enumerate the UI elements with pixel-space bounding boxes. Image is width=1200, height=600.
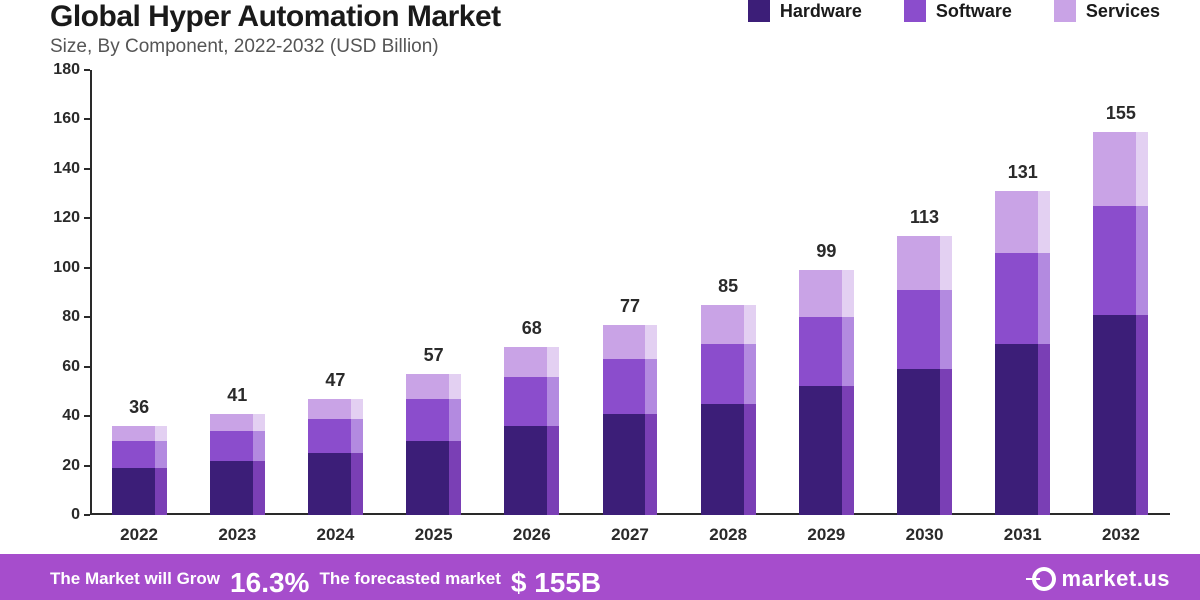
bar-segment	[504, 347, 559, 377]
bar-total-label: 131	[993, 162, 1053, 183]
bar-segment	[995, 344, 1050, 515]
y-tick-label: 0	[40, 506, 80, 524]
y-tick-label: 20	[40, 457, 80, 475]
bar-segment	[406, 441, 461, 515]
x-tick-label: 2023	[197, 525, 277, 545]
bar-segment	[112, 426, 167, 441]
bar-total-label: 47	[305, 370, 365, 391]
bar-segment	[1093, 206, 1148, 315]
bar-segment	[799, 270, 854, 317]
legend-item: Hardware	[748, 0, 862, 22]
bar-total-label: 41	[207, 385, 267, 406]
legend: Hardware Software Services	[748, 0, 1160, 22]
y-tick-label: 80	[40, 308, 80, 326]
x-tick-label: 2031	[983, 525, 1063, 545]
bar-segment	[897, 236, 952, 290]
bar-segment	[1093, 315, 1148, 515]
bar-segment	[603, 414, 658, 515]
legend-swatch	[904, 0, 926, 22]
y-tick-label: 40	[40, 407, 80, 425]
x-tick-label: 2028	[688, 525, 768, 545]
bar-segment	[112, 468, 167, 515]
bar-segment	[1093, 132, 1148, 206]
legend-item: Services	[1054, 0, 1160, 22]
bar-segment	[406, 399, 461, 441]
y-tick-label: 60	[40, 358, 80, 376]
bar-segment	[701, 404, 756, 515]
x-tick-label: 2030	[885, 525, 965, 545]
legend-swatch	[748, 0, 770, 22]
bar-segment	[701, 305, 756, 345]
footer-value: $ 155B	[511, 569, 601, 597]
bar-segment	[504, 426, 559, 515]
y-tick-label: 160	[40, 110, 80, 128]
y-tick-label: 140	[40, 160, 80, 178]
bar-segment	[603, 359, 658, 413]
brand-logo: market.us	[1032, 566, 1170, 592]
legend-label: Hardware	[780, 1, 862, 22]
bars: 3620224120234720245720256820267720278520…	[90, 70, 1170, 515]
bar-segment	[603, 325, 658, 360]
x-tick-label: 2026	[492, 525, 572, 545]
y-tick-label: 120	[40, 209, 80, 227]
bar-total-label: 99	[796, 241, 856, 262]
chart-title: Global Hyper Automation Market	[50, 0, 501, 34]
bar-segment	[799, 317, 854, 386]
bar-segment	[308, 453, 363, 515]
x-tick-label: 2025	[394, 525, 474, 545]
bar-segment	[308, 419, 363, 454]
bar-total-label: 85	[698, 276, 758, 297]
brand-name: market.us	[1062, 566, 1170, 592]
bar-total-label: 113	[895, 207, 955, 228]
x-tick-label: 2024	[295, 525, 375, 545]
footer-text-1: The Market will Grow	[50, 569, 220, 589]
y-tick-label: 100	[40, 259, 80, 277]
bar-total-label: 57	[404, 345, 464, 366]
bar-total-label: 68	[502, 318, 562, 339]
bar-total-label: 36	[109, 397, 169, 418]
bar-segment	[995, 253, 1050, 344]
bar-segment	[112, 441, 167, 468]
bar-total-label: 155	[1091, 103, 1151, 124]
bar-segment	[995, 191, 1050, 253]
legend-label: Services	[1086, 1, 1160, 22]
footer-cagr: 16.3%	[230, 569, 309, 597]
x-tick-label: 2032	[1081, 525, 1161, 545]
bar-segment	[210, 414, 265, 431]
legend-item: Software	[904, 0, 1012, 22]
bar-segment	[897, 290, 952, 369]
x-tick-label: 2029	[786, 525, 866, 545]
bar-segment	[799, 386, 854, 515]
bar-segment	[504, 377, 559, 426]
y-tick-label: 180	[40, 61, 80, 79]
footer-text-2: The forecasted market	[319, 569, 500, 589]
bar-segment	[210, 431, 265, 461]
chart-subtitle: Size, By Component, 2022-2032 (USD Billi…	[50, 36, 501, 58]
bar-total-label: 77	[600, 296, 660, 317]
bar-segment	[897, 369, 952, 515]
x-tick-label: 2022	[99, 525, 179, 545]
plot-area: 020406080100120140160180 362022412023472…	[90, 70, 1170, 515]
bar-segment	[210, 461, 265, 515]
chart-container: Global Hyper Automation Market Size, By …	[0, 0, 1200, 600]
brand-logo-icon	[1032, 567, 1056, 591]
footer: The Market will Grow 16.3% The forecaste…	[0, 558, 1200, 600]
title-area: Global Hyper Automation Market Size, By …	[50, 0, 501, 58]
bar-segment	[406, 374, 461, 399]
legend-swatch	[1054, 0, 1076, 22]
bar-segment	[308, 399, 363, 419]
x-tick-label: 2027	[590, 525, 670, 545]
legend-label: Software	[936, 1, 1012, 22]
bar-segment	[701, 344, 756, 403]
